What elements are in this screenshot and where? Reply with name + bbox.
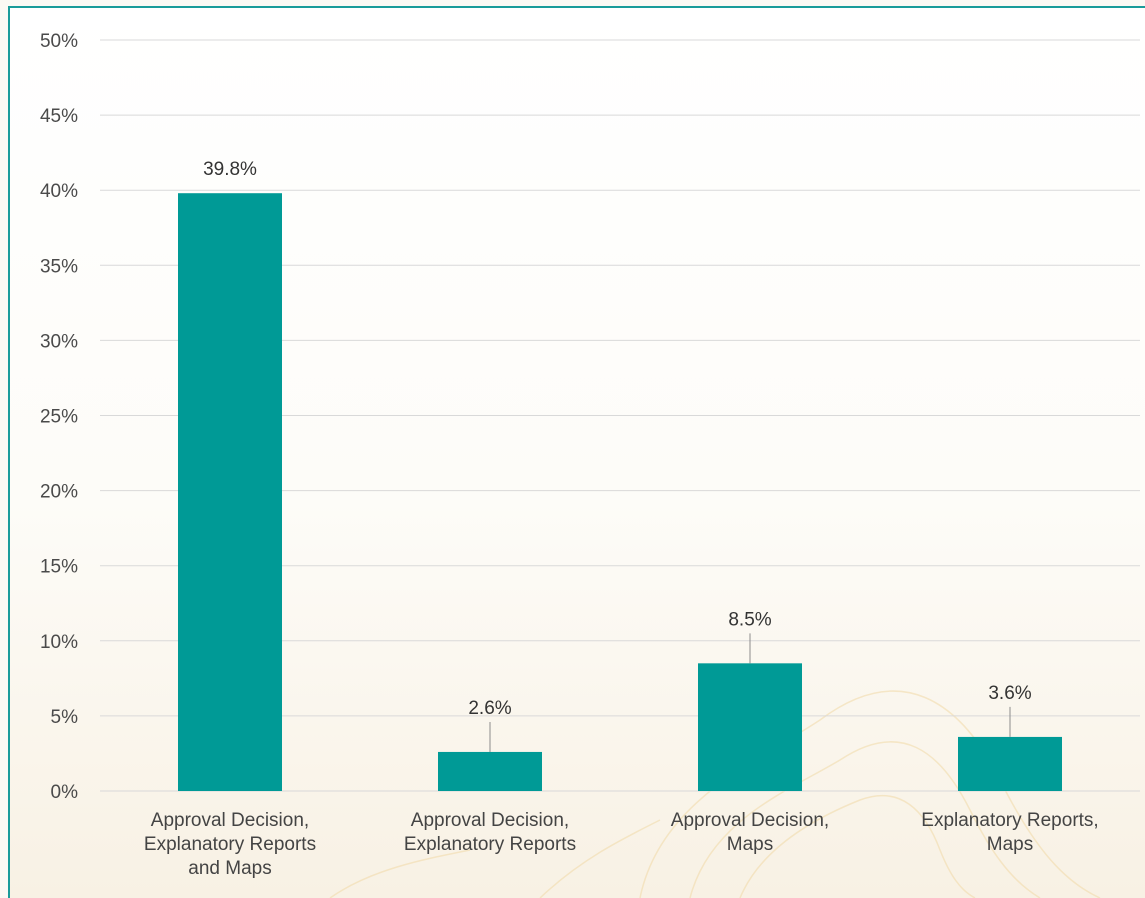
y-tick-label: 30% bbox=[40, 331, 78, 352]
x-category-label-line: Approval Decision, bbox=[151, 810, 309, 831]
x-category-label: Approval Decision, Explanatory Reports and… bbox=[144, 810, 316, 879]
y-tick-label: 15% bbox=[40, 557, 78, 578]
data-label: 39.8% bbox=[203, 159, 257, 180]
x-axis-category-labels: Approval Decision, Explanatory Reports and… bbox=[144, 810, 1099, 879]
x-category-label: Approval Decision, Explanatory Reports bbox=[404, 810, 576, 855]
y-axis-tick-labels: 0% 5% 10% 15% 20% 25% 30% 35% 40% 45% 50% bbox=[40, 31, 78, 803]
x-category-label-line: Explanatory Reports, bbox=[921, 810, 1098, 831]
y-tick-label: 0% bbox=[51, 782, 79, 803]
bar bbox=[178, 193, 282, 792]
x-category-label-line: Approval Decision, bbox=[671, 810, 829, 831]
y-tick-label: 20% bbox=[40, 482, 78, 503]
bar bbox=[958, 736, 1062, 791]
x-category-label-line: Maps bbox=[727, 834, 773, 855]
background-contour-pattern bbox=[329, 690, 1101, 898]
x-category-label: Approval Decision, Maps bbox=[671, 810, 829, 855]
bars bbox=[178, 193, 1062, 792]
x-category-label-line: Explanatory Reports bbox=[144, 834, 316, 855]
x-category-label-line: Maps bbox=[987, 834, 1033, 855]
y-tick-label: 5% bbox=[51, 707, 79, 728]
x-category-label-line: and Maps bbox=[188, 858, 271, 879]
bar bbox=[438, 751, 542, 791]
data-label: 8.5% bbox=[728, 609, 771, 630]
data-label: 2.6% bbox=[468, 698, 511, 719]
x-category-label-line: Approval Decision, bbox=[411, 810, 569, 831]
x-category-label: Explanatory Reports, Maps bbox=[921, 810, 1098, 855]
data-label: 3.6% bbox=[988, 683, 1031, 704]
y-tick-label: 35% bbox=[40, 256, 78, 277]
y-tick-label: 25% bbox=[40, 407, 78, 428]
y-tick-label: 45% bbox=[40, 106, 78, 127]
bar bbox=[698, 663, 802, 791]
x-category-label-line: Explanatory Reports bbox=[404, 834, 576, 855]
y-tick-label: 40% bbox=[40, 181, 78, 202]
y-tick-label: 10% bbox=[40, 632, 78, 653]
y-tick-label: 50% bbox=[40, 31, 78, 52]
data-labels: 39.8% 2.6% 8.5% 3.6% bbox=[203, 159, 1032, 752]
